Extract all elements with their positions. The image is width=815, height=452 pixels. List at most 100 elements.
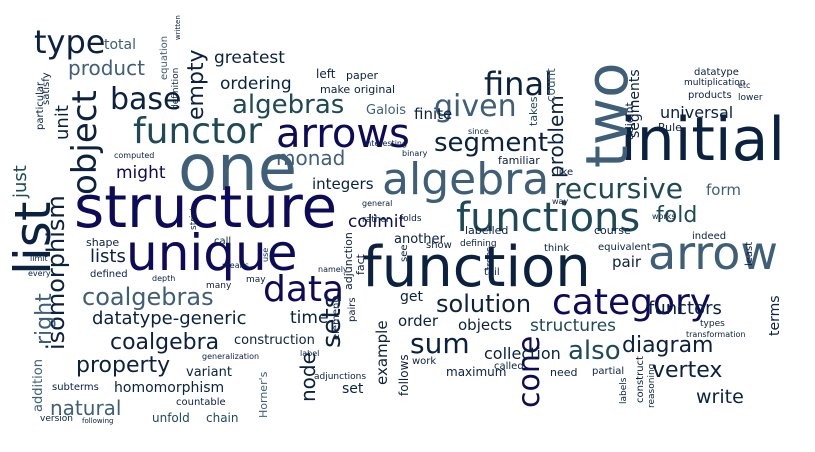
- word: recursive: [554, 172, 683, 205]
- word: object: [65, 90, 105, 195]
- word: product: [68, 56, 145, 80]
- word: version: [40, 414, 73, 424]
- word: given: [434, 89, 517, 124]
- word: colimit: [348, 212, 406, 232]
- word: function: [362, 235, 591, 300]
- word: another: [394, 232, 445, 247]
- word: use: [261, 247, 270, 262]
- word: definition: [171, 67, 181, 110]
- word: adjunctions: [314, 372, 367, 382]
- word: collection: [484, 344, 561, 363]
- word: paper: [346, 69, 378, 82]
- word: fact: [354, 254, 367, 275]
- word: written: [174, 15, 182, 40]
- word: tail: [484, 267, 500, 278]
- word: right: [32, 293, 57, 345]
- word: generalization: [202, 352, 260, 361]
- word: functions: [456, 195, 641, 241]
- word: total: [104, 37, 137, 53]
- word: universal: [660, 103, 734, 122]
- word: folds: [400, 214, 422, 224]
- word: takes: [527, 96, 540, 126]
- word: called: [494, 361, 524, 372]
- word: rather: [362, 215, 390, 225]
- word: equation: [159, 35, 170, 80]
- word: since: [468, 127, 489, 136]
- word: general: [362, 199, 393, 208]
- word: every: [28, 269, 51, 278]
- word: variant: [186, 365, 232, 380]
- word: shape: [86, 236, 120, 249]
- word: form: [706, 181, 741, 199]
- word: show: [426, 240, 452, 251]
- word: category: [552, 282, 712, 323]
- word: algebra: [382, 154, 550, 205]
- word: construction: [234, 333, 315, 348]
- word: initial: [620, 105, 785, 175]
- word: datatype: [694, 67, 739, 78]
- word: arrow: [648, 226, 778, 280]
- word: count: [544, 68, 558, 102]
- word: functor: [133, 111, 263, 152]
- word: finite: [414, 105, 453, 123]
- word: ordering: [220, 74, 292, 94]
- word: adjoint: [623, 102, 636, 140]
- word: chain: [206, 411, 239, 425]
- word: depth: [152, 274, 176, 283]
- word: left: [316, 67, 336, 81]
- word: integers: [312, 175, 374, 193]
- word: construct: [635, 356, 646, 403]
- word: least: [744, 241, 755, 266]
- word: labelled: [465, 224, 509, 237]
- word: pairs: [347, 297, 358, 322]
- word: interesting: [364, 139, 408, 148]
- word: limit: [30, 254, 48, 263]
- word: coalgebras: [82, 283, 214, 311]
- word: work: [412, 356, 437, 367]
- word: maximum: [446, 365, 507, 379]
- word: original: [354, 83, 396, 96]
- word: following: [82, 417, 114, 425]
- word: see: [399, 244, 410, 262]
- word: defined: [90, 269, 128, 280]
- word: etc: [738, 81, 751, 90]
- word: property: [76, 353, 171, 378]
- word: indeed: [692, 231, 727, 242]
- word: base: [110, 82, 182, 117]
- word: unique: [126, 224, 298, 282]
- word: fold: [656, 203, 698, 228]
- word: addition: [31, 359, 46, 412]
- word: works: [652, 212, 676, 221]
- word: example: [373, 320, 391, 385]
- word: call: [214, 236, 232, 247]
- word: may: [246, 275, 266, 285]
- word: Horner's: [257, 371, 270, 418]
- word: lists: [90, 246, 126, 267]
- word: countable: [176, 397, 226, 408]
- word: set: [342, 381, 364, 397]
- word: sum: [410, 327, 470, 360]
- word: like: [556, 167, 574, 178]
- word: get: [400, 289, 423, 305]
- word: partial: [592, 366, 625, 377]
- word: way: [552, 197, 569, 206]
- word: Rule: [658, 121, 682, 134]
- word: label: [300, 349, 320, 358]
- word: empty: [184, 49, 209, 120]
- word: homomorphism: [114, 380, 225, 396]
- word: types: [700, 319, 725, 329]
- word: algebras: [232, 90, 345, 120]
- word: labels: [619, 377, 629, 404]
- word: solution: [436, 290, 532, 318]
- word: segment: [434, 128, 549, 158]
- word: need: [550, 366, 578, 379]
- word: reasoning: [647, 363, 657, 408]
- word: monad: [276, 146, 346, 170]
- word: type: [34, 23, 106, 61]
- word: objects: [458, 316, 513, 334]
- word: trees: [485, 247, 495, 270]
- word: vertex: [652, 358, 723, 383]
- word: binary: [402, 149, 428, 158]
- word: problem: [544, 95, 568, 178]
